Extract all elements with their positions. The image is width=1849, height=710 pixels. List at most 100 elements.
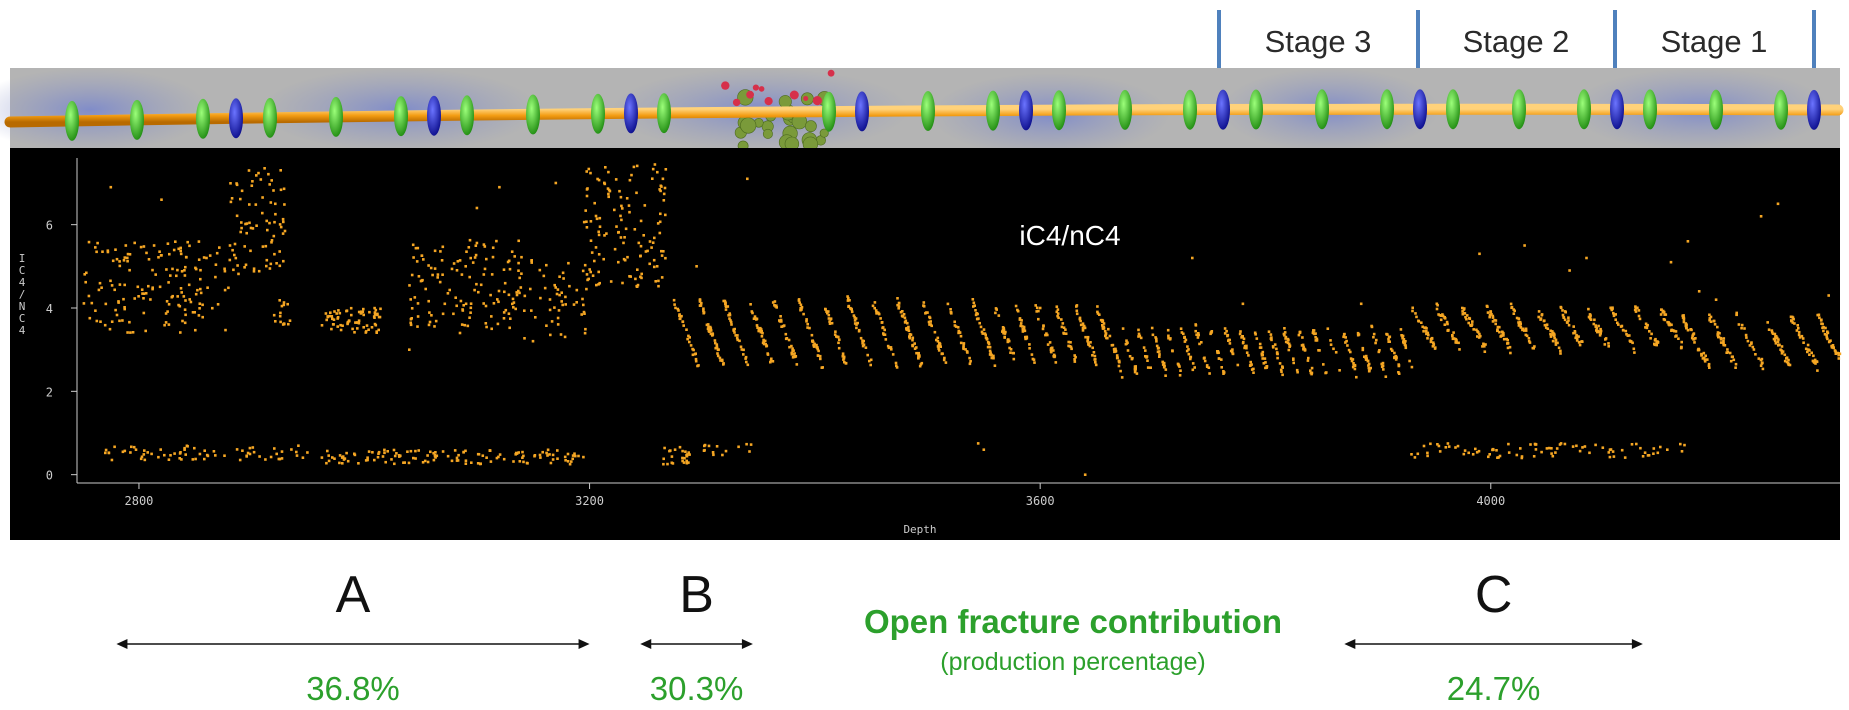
scatter-point: [1550, 452, 1553, 455]
scatter-point: [1397, 364, 1401, 368]
scatter-point: [180, 270, 184, 273]
scatter-point: [1314, 339, 1318, 342]
scatter-point: [287, 322, 290, 326]
haze-blob: [0, 68, 210, 152]
scatter-point: [1498, 454, 1502, 458]
scatter-point: [1515, 453, 1519, 457]
scatter-point: [1708, 366, 1711, 369]
y-axis-label-char: I: [19, 252, 26, 265]
scatter-point: [828, 320, 831, 323]
scatter-point: [251, 227, 255, 230]
scatter-point: [1432, 343, 1435, 346]
scatter-point: [1019, 324, 1022, 328]
scatter-point: [846, 295, 849, 298]
scatter-point: [1021, 330, 1025, 333]
scatter-point: [509, 317, 512, 320]
scatter-point: [1703, 356, 1706, 360]
scatter-point: [1559, 306, 1563, 310]
scatter-point: [1773, 332, 1777, 336]
scatter-point: [937, 347, 940, 350]
scatter-point: [1003, 335, 1006, 339]
scatter-point: [1203, 359, 1207, 363]
scatter-point: [589, 171, 592, 175]
scatter-point: [257, 269, 261, 273]
packer-green: [1315, 89, 1329, 130]
scatter-point: [223, 288, 227, 292]
scatter-point: [816, 354, 820, 357]
scatter-point: [134, 448, 138, 451]
scatter-point: [1050, 350, 1053, 354]
scatter-point: [1475, 328, 1478, 332]
scatter-point: [721, 359, 724, 363]
scatter-point: [297, 444, 300, 447]
scatter-point: [982, 448, 986, 451]
scatter-point: [82, 302, 86, 305]
scatter-point: [1707, 364, 1711, 367]
scatter-point: [229, 182, 232, 185]
scatter-point: [582, 310, 586, 314]
scatter-point: [858, 328, 861, 332]
scatter-point: [662, 250, 665, 253]
event-red: [721, 81, 730, 90]
scatter-point: [413, 296, 417, 299]
scatter-point: [1254, 333, 1257, 336]
scatter-point: [982, 328, 986, 331]
scatter-point: [1107, 327, 1110, 331]
scatter-point: [1440, 314, 1443, 317]
scatter-point: [1030, 353, 1034, 356]
scatter-point: [1161, 360, 1164, 364]
scatter-point: [517, 289, 520, 293]
scatter-point: [118, 283, 122, 286]
scatter-point: [1288, 345, 1291, 348]
scatter-point: [409, 321, 412, 325]
scatter-point: [1093, 354, 1097, 358]
scatter-point: [561, 271, 565, 275]
scatter-point: [883, 328, 886, 332]
scatter-point: [1117, 364, 1121, 368]
scatter-point: [1145, 355, 1149, 358]
event-green: [740, 117, 757, 134]
scatter-point: [1281, 366, 1284, 369]
scatter-point: [1494, 322, 1497, 326]
scatter-point: [742, 348, 745, 352]
scatter-point: [1596, 330, 1600, 333]
scatter-point: [1735, 313, 1738, 316]
scatter-point: [183, 274, 187, 277]
scatter-point: [1540, 313, 1544, 316]
scatter-point: [894, 361, 898, 365]
scatter-point: [1041, 327, 1045, 331]
scatter-point: [158, 250, 161, 253]
scatter-point: [171, 267, 174, 271]
scatter-point: [132, 445, 136, 449]
scatter-point: [810, 333, 814, 337]
scatter-point: [194, 328, 197, 332]
scatter-point: [992, 356, 995, 360]
scatter-point: [623, 258, 627, 262]
scatter-point: [1527, 337, 1531, 340]
scatter-point: [1616, 321, 1619, 325]
scatter-point: [1222, 371, 1226, 374]
scatter-point: [279, 188, 283, 192]
scatter-point: [724, 302, 727, 305]
stage-divider: [1812, 10, 1816, 68]
scatter-point: [1202, 357, 1206, 360]
scatter-point: [838, 338, 841, 341]
scatter-point: [1404, 346, 1408, 350]
scatter-point: [124, 244, 128, 247]
scatter-point: [939, 345, 942, 348]
scatter-point: [384, 460, 387, 464]
scatter-point: [160, 198, 163, 201]
y-axis-label-char: C: [19, 264, 26, 277]
scatter-point: [1650, 332, 1653, 336]
scatter-point: [1491, 447, 1495, 451]
scatter-point: [1429, 340, 1433, 344]
scatter-point: [392, 448, 396, 452]
scatter-point: [468, 238, 472, 242]
scatter-point: [455, 304, 458, 308]
scatter-point: [356, 327, 359, 330]
scatter-point: [109, 185, 113, 189]
scatter-point: [1208, 372, 1211, 375]
scatter-point: [988, 345, 992, 349]
scatter-point: [441, 245, 445, 249]
